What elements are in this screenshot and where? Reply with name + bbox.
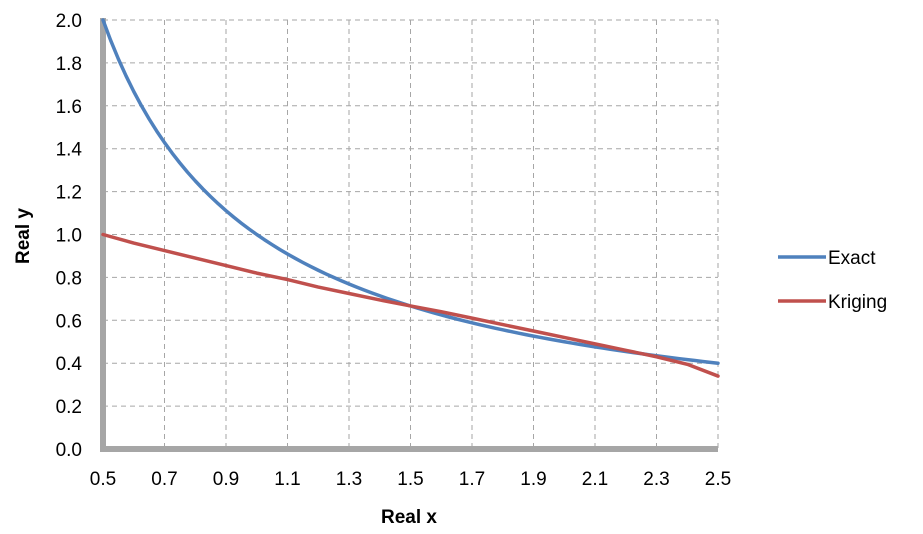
- x-tick-label: 0.9: [213, 469, 239, 490]
- x-tick-label: 2.3: [643, 469, 669, 490]
- y-tick-label: 2.0: [56, 11, 82, 32]
- legend-label-exact: Exact: [828, 248, 876, 269]
- x-tick-label: 1.1: [274, 469, 300, 490]
- x-tick-label: 0.7: [151, 469, 177, 490]
- grid: [103, 19, 719, 449]
- y-tick-label: 0.0: [56, 440, 82, 461]
- y-tick-label: 1.8: [56, 54, 82, 75]
- y-tick-label: 1.6: [56, 97, 82, 118]
- x-axis-title: Real x: [381, 507, 437, 528]
- x-tick-label: 2.1: [582, 469, 608, 490]
- x-tick-label: 2.5: [705, 469, 731, 490]
- x-tick-label: 1.7: [459, 469, 485, 490]
- x-tick-label: 1.3: [336, 469, 362, 490]
- y-tick-label: 0.6: [56, 311, 82, 332]
- y-tick-label: 1.0: [56, 226, 82, 247]
- series-lines: [101, 18, 720, 378]
- y-tick-labels: 0.0 0.2 0.4 0.6 0.8 1.0 1.2 1.4 1.6 1.8 2.0: [56, 11, 83, 461]
- x-tick-label: 0.5: [90, 469, 116, 490]
- y-axis-title: Real y: [13, 208, 34, 264]
- y-tick-label: 0.2: [56, 397, 82, 418]
- x-tick-labels: 0.5 0.7 0.9 1.1 1.3 1.5 1.7 1.9 2.1 2.3 2.5: [90, 469, 731, 490]
- x-tick-label: 1.5: [397, 469, 423, 490]
- series-line-kriging: [101, 232, 720, 378]
- y-tick-label: 1.4: [56, 140, 83, 161]
- legend: Exact Kriging: [778, 248, 887, 313]
- x-tick-label: 1.9: [520, 469, 546, 490]
- y-tick-label: 1.2: [56, 183, 82, 204]
- y-tick-label: 0.4: [56, 354, 83, 375]
- legend-label-kriging: Kriging: [828, 292, 887, 313]
- y-tick-label: 0.8: [56, 268, 82, 289]
